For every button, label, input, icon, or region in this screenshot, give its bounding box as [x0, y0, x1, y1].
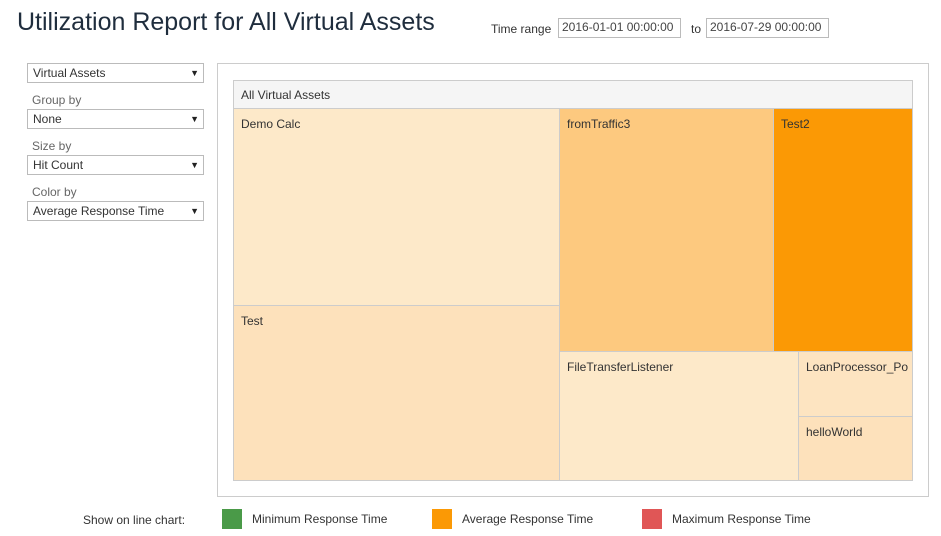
size-by-label: Size by — [32, 139, 72, 153]
size-by-select[interactable]: Hit Count ▼ — [27, 155, 204, 175]
chevron-down-icon: ▼ — [190, 68, 199, 78]
treemap-root-header[interactable]: All Virtual Assets — [233, 80, 913, 109]
treemap-tile-fromtraffic3[interactable]: fromTraffic3 — [559, 108, 774, 352]
asset-type-value: Virtual Assets — [33, 66, 106, 80]
group-by-select[interactable]: None ▼ — [27, 109, 204, 129]
treemap-tile-loanprocessor[interactable]: LoanProcessor_Po — [798, 351, 913, 417]
color-by-value: Average Response Time — [33, 204, 165, 218]
treemap-tile-helloworld[interactable]: helloWorld — [798, 416, 913, 481]
legend-swatch-avg[interactable] — [432, 509, 452, 529]
legend-label: Show on line chart: — [83, 513, 186, 527]
treemap-tile-filetransferlistener[interactable]: FileTransferListener — [559, 351, 799, 481]
group-by-label: Group by — [32, 93, 82, 107]
start-time-input[interactable]: 2016-01-01 00:00:00 — [558, 18, 681, 38]
color-by-label: Color by — [32, 185, 77, 199]
chevron-down-icon: ▼ — [190, 160, 199, 170]
legend-min-response-time[interactable]: Minimum Response Time — [252, 512, 388, 526]
asset-type-select[interactable]: Virtual Assets ▼ — [27, 63, 204, 83]
treemap-tile-demo-calc[interactable]: Demo Calc — [233, 108, 560, 306]
legend-swatch-min[interactable] — [222, 509, 242, 529]
treemap-tile-test[interactable]: Test — [233, 305, 560, 481]
size-by-value: Hit Count — [33, 158, 84, 172]
chevron-down-icon: ▼ — [190, 114, 199, 124]
treemap-tile-test2[interactable]: Test2 — [773, 108, 913, 352]
group-by-value: None — [33, 112, 62, 126]
page-title: Utilization Report for All Virtual Asset… — [17, 8, 435, 36]
legend-avg-response-time[interactable]: Average Response Time — [462, 512, 594, 526]
end-time-input[interactable]: 2016-07-29 00:00:00 — [706, 18, 829, 38]
legend-swatch-max[interactable] — [642, 509, 662, 529]
legend-max-response-time[interactable]: Maximum Response Time — [672, 512, 811, 526]
time-range-to-label: to — [691, 22, 702, 36]
time-range-label: Time range — [491, 22, 552, 36]
chevron-down-icon: ▼ — [190, 206, 199, 216]
color-by-select[interactable]: Average Response Time ▼ — [27, 201, 204, 221]
